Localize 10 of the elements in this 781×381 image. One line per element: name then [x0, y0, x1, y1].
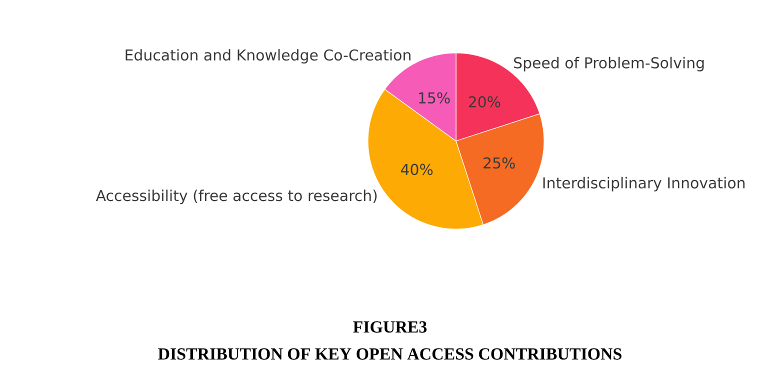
- data-label: 40%: [400, 164, 433, 176]
- slice-label: Education and Knowledge Co-Creation: [126, 49, 410, 64]
- data-label: 15%: [419, 92, 450, 104]
- data-label: 25%: [484, 157, 515, 169]
- text: FIGURE3: [353, 321, 427, 333]
- data-label: 20%: [468, 96, 500, 108]
- slice-label: Accessibility (free access to research): [96, 190, 377, 204]
- slice-label: Speed of Problem-Solving: [514, 56, 704, 72]
- slice-label: Interdisciplinary Innovation: [543, 176, 745, 192]
- text: DISTRIBUTION OF KEY OPEN ACCESS CONTRIBUTIONS: [158, 348, 622, 360]
